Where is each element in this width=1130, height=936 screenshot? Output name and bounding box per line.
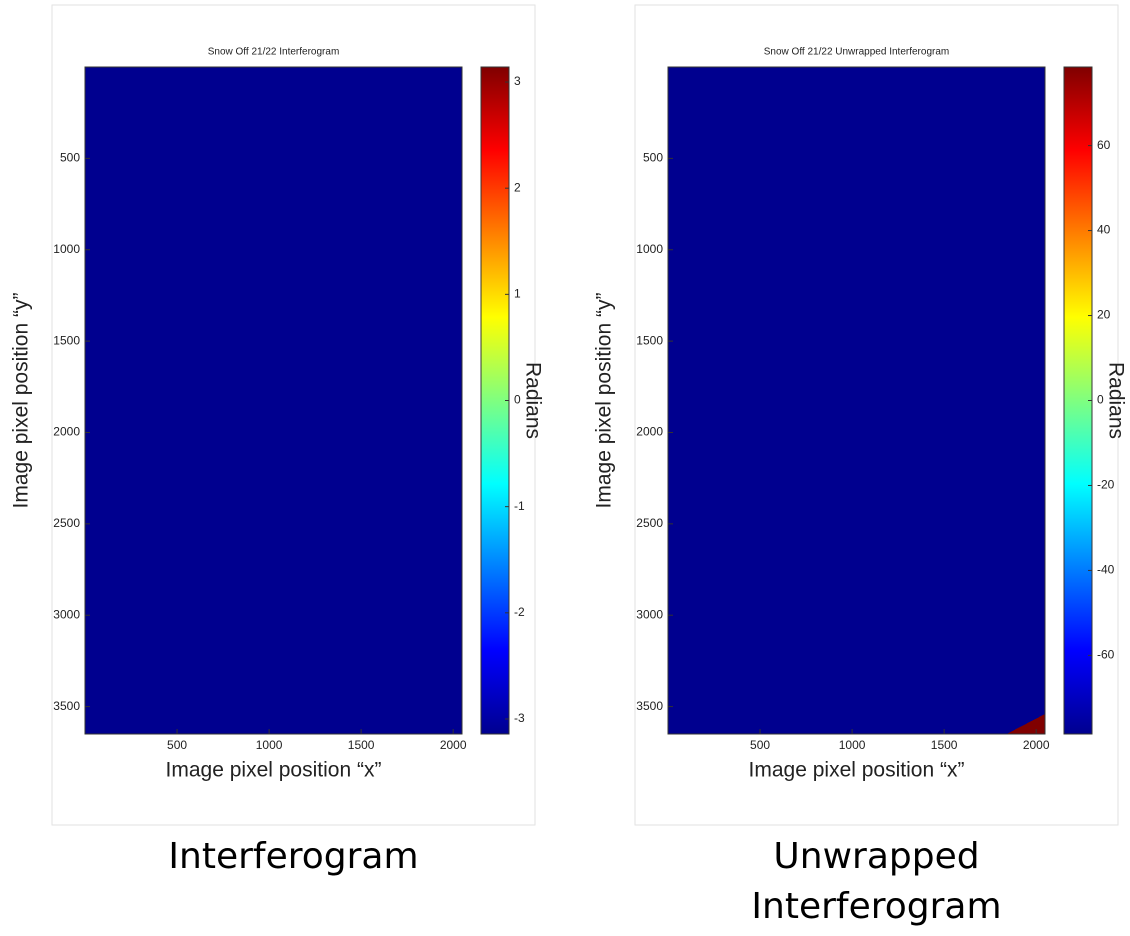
y-axis-label: Image pixel position “y”: [593, 293, 616, 509]
x-axis-label: Image pixel position “x”: [166, 759, 382, 782]
plot-title: Snow Off 21/22 Unwrapped Interferogram: [764, 47, 949, 58]
caption-box: Unwrapped Interferogram: [751, 836, 1002, 927]
y-tick-label: 500: [643, 151, 663, 165]
colorbar-tick-label: 1: [514, 287, 521, 301]
colorbar-tick-label: 20: [1097, 308, 1111, 322]
y-tick-label: 1500: [53, 333, 80, 347]
y-tick-label: 1000: [636, 242, 663, 256]
image-field: [85, 67, 462, 734]
y-axis-label: Image pixel position “y”: [10, 293, 33, 509]
y-tick-label: 3500: [53, 699, 80, 713]
y-tick-label: 2500: [53, 516, 80, 530]
colorbar-tick-label: -20: [1097, 478, 1115, 492]
colorbar-tick-label: 40: [1097, 223, 1111, 237]
y-tick-label: 2000: [53, 425, 80, 439]
colorbar-tick-label: 0: [514, 393, 521, 407]
axes-frame: [84, 66, 463, 735]
colorbar-tick-label: 0: [1097, 393, 1104, 407]
colorbar-tick-label: -40: [1097, 563, 1115, 577]
y-tick-label: 2000: [636, 425, 663, 439]
x-tick-label: 1000: [256, 738, 283, 752]
colorbar-tick-label: -2: [514, 605, 525, 619]
axes-frame: [667, 66, 1046, 735]
plot-title: Snow Off 21/22 Interferogram: [208, 47, 340, 58]
y-tick-label: 2500: [636, 516, 663, 530]
caption: Interferogram: [168, 836, 419, 877]
x-tick-label: 1000: [839, 738, 866, 752]
colorbar-label: Radians: [521, 362, 544, 439]
x-tick-label: 1500: [348, 738, 375, 752]
image-field: [668, 67, 1045, 734]
colorbar: [480, 66, 510, 735]
y-tick-label: 500: [60, 151, 80, 165]
colorbar-tick-label: -3: [514, 711, 525, 725]
x-axis-label: Image pixel position “x”: [749, 759, 965, 782]
colorbar: [1063, 66, 1093, 735]
x-tick-label: 500: [167, 738, 187, 752]
colorbar-tick-label: -60: [1097, 648, 1115, 662]
x-tick-label: 500: [750, 738, 770, 752]
x-tick-label: 2000: [440, 738, 467, 752]
colorbar-tick-label: 2: [514, 180, 521, 194]
caption-box: Interferogram: [168, 836, 419, 877]
y-tick-label: 1500: [636, 333, 663, 347]
y-tick-label: 3000: [53, 607, 80, 621]
colorbar-tick-label: 3: [514, 74, 521, 88]
x-tick-label: 1500: [931, 738, 958, 752]
y-tick-label: 1000: [53, 242, 80, 256]
y-tick-label: 3000: [636, 607, 663, 621]
colorbar-tick-label: 60: [1097, 138, 1111, 152]
x-tick-label: 2000: [1023, 738, 1050, 752]
y-tick-label: 3500: [636, 699, 663, 713]
caption: Unwrapped Interferogram: [751, 836, 1002, 927]
colorbar-label: Radians: [1104, 362, 1127, 439]
colorbar-tick-label: -1: [514, 499, 525, 513]
